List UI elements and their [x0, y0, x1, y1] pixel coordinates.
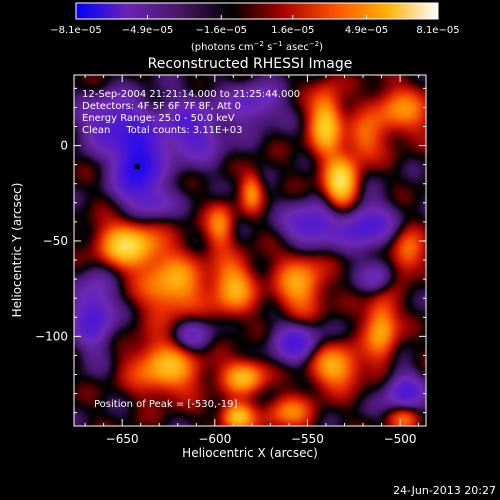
colorbar-tick-label: −4.9e−05 [122, 25, 174, 36]
annotation-time-range: 12-Sep-2004 21:21:14.000 to 21:25:44.000 [82, 89, 300, 100]
colorbar-unit-part: s [264, 42, 272, 53]
y-tick-label: 0 [60, 139, 68, 153]
plot-frame [73, 74, 427, 427]
axis-tick-labels: −650 −600 −550 −500 0 −50 −100 [35, 139, 417, 446]
colorbar-tick-label: 8.1e−05 [416, 25, 459, 36]
annotation-detectors: Detectors: 4F 5F 6F 7F 8F, Att 0 [82, 101, 241, 112]
colorbar-unit-exponent: −1 [272, 40, 282, 48]
axis-ticks [74, 75, 426, 426]
colorbar-unit-label: (photons cm−2 s−1 asec−2) [191, 40, 323, 53]
annotation-total-counts: Clean Total counts: 3.11E+03 [82, 125, 242, 136]
y-tick-label: −100 [35, 329, 68, 343]
annotation-energy-range: Energy Range: 25.0 - 50.0 keV [82, 113, 235, 124]
peak-position-label: Position of Peak = [-530,-19] [94, 399, 238, 410]
y-tick-label: −50 [43, 234, 68, 248]
colorbar-tick-labels: −8.1e−05 −4.9e−05 −1.6e−05 1.6e−05 4.9e−05 8.… [50, 25, 459, 36]
annotations: 12-Sep-2004 21:21:14.000 to 21:25:44.000… [82, 89, 300, 410]
colorbar-unit-exponent: −2 [254, 40, 264, 48]
heatmap-image [74, 75, 426, 426]
y-axis-label: Heliocentric Y (arcsec) [10, 183, 24, 318]
peak-marker [134, 164, 140, 170]
x-axis-label: Heliocentric X (arcsec) [182, 446, 318, 460]
x-tick-label: −600 [198, 432, 231, 446]
footer-timestamp: 24-Jun-2013 20:27 [393, 484, 496, 497]
x-tick-label: −500 [384, 432, 417, 446]
x-tick-label: −550 [291, 432, 324, 446]
colorbar-unit-part: ) [319, 42, 323, 53]
colorbar-tick-label: −1.6e−05 [195, 25, 247, 36]
colorbar-ticks [75, 15, 439, 19]
chart-title: Reconstructed RHESSI Image [148, 56, 353, 72]
x-tick-label: −650 [106, 432, 139, 446]
colorbar-unit-exponent: −2 [309, 40, 319, 48]
colorbar-tick-label: −8.1e−05 [50, 25, 102, 36]
colorbar-tick-label: 1.6e−05 [271, 25, 314, 36]
colorbar-tick-label: 4.9e−05 [345, 25, 388, 36]
colorbar-unit-part: (photons cm [191, 42, 254, 53]
colorbar [75, 2, 439, 20]
heatmap [74, 75, 426, 426]
colorbar-unit-part: asec [283, 42, 309, 53]
